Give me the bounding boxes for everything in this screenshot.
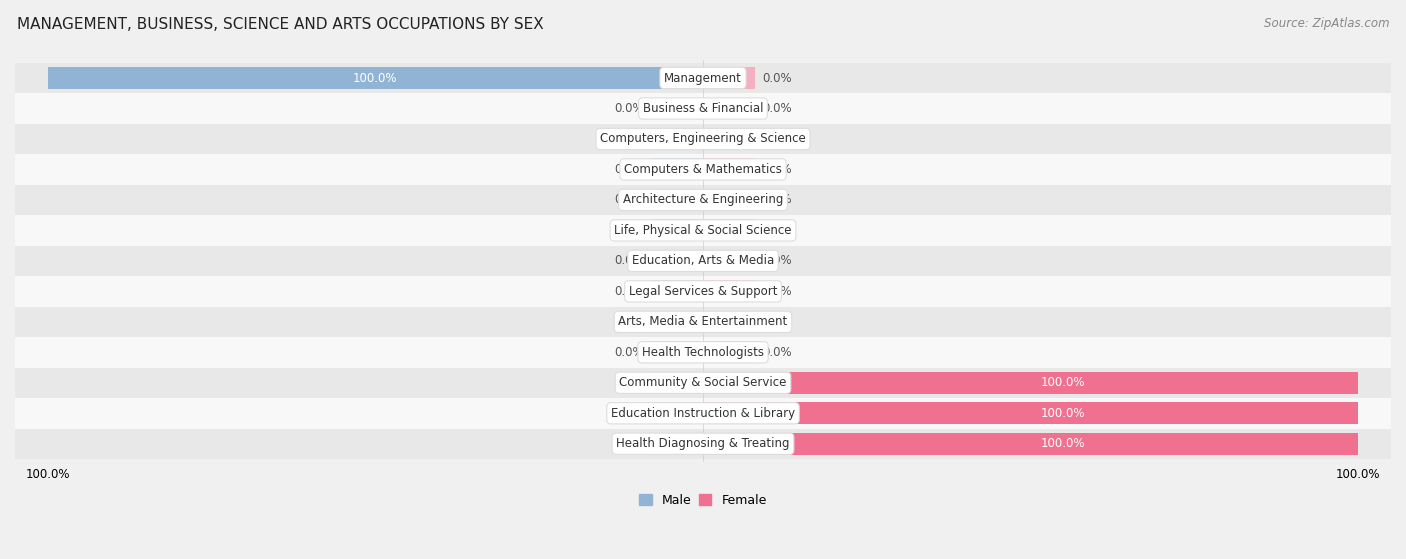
Text: Life, Physical & Social Science: Life, Physical & Social Science xyxy=(614,224,792,237)
Text: 0.0%: 0.0% xyxy=(614,437,644,450)
Text: 0.0%: 0.0% xyxy=(762,132,792,145)
Bar xyxy=(15,368,1391,398)
Text: Computers, Engineering & Science: Computers, Engineering & Science xyxy=(600,132,806,145)
Text: 0.0%: 0.0% xyxy=(614,315,644,328)
Bar xyxy=(15,276,1391,306)
Bar xyxy=(651,281,703,302)
Bar xyxy=(15,245,1391,276)
Bar xyxy=(15,429,1391,459)
Text: 0.0%: 0.0% xyxy=(614,193,644,206)
Bar xyxy=(703,281,755,302)
Bar xyxy=(703,250,755,272)
Bar xyxy=(651,311,703,333)
Text: Business & Financial: Business & Financial xyxy=(643,102,763,115)
Bar xyxy=(703,220,755,241)
Text: 0.0%: 0.0% xyxy=(762,193,792,206)
Text: 0.0%: 0.0% xyxy=(762,72,792,84)
Text: Management: Management xyxy=(664,72,742,84)
Text: Health Diagnosing & Treating: Health Diagnosing & Treating xyxy=(616,437,790,450)
Text: 0.0%: 0.0% xyxy=(614,254,644,267)
Bar xyxy=(15,337,1391,368)
Text: Arts, Media & Entertainment: Arts, Media & Entertainment xyxy=(619,315,787,328)
Text: 0.0%: 0.0% xyxy=(614,346,644,359)
Text: MANAGEMENT, BUSINESS, SCIENCE AND ARTS OCCUPATIONS BY SEX: MANAGEMENT, BUSINESS, SCIENCE AND ARTS O… xyxy=(17,17,544,32)
Text: 100.0%: 100.0% xyxy=(353,72,398,84)
Text: 100.0%: 100.0% xyxy=(1040,407,1085,420)
Bar xyxy=(651,372,703,394)
Bar xyxy=(15,184,1391,215)
Text: 0.0%: 0.0% xyxy=(614,224,644,237)
Text: 0.0%: 0.0% xyxy=(762,285,792,298)
Bar xyxy=(703,402,1358,424)
Bar xyxy=(703,128,755,150)
Text: Education Instruction & Library: Education Instruction & Library xyxy=(612,407,794,420)
Bar xyxy=(48,67,703,89)
Bar xyxy=(651,97,703,120)
Text: 0.0%: 0.0% xyxy=(614,132,644,145)
Legend: Male, Female: Male, Female xyxy=(634,489,772,512)
Text: 0.0%: 0.0% xyxy=(762,224,792,237)
Text: 0.0%: 0.0% xyxy=(614,376,644,389)
Bar xyxy=(703,311,755,333)
Bar xyxy=(15,63,1391,93)
Text: Computers & Mathematics: Computers & Mathematics xyxy=(624,163,782,176)
Text: 0.0%: 0.0% xyxy=(614,285,644,298)
Bar xyxy=(703,372,1358,394)
Text: 100.0%: 100.0% xyxy=(1040,376,1085,389)
Bar xyxy=(651,402,703,424)
Text: 0.0%: 0.0% xyxy=(614,407,644,420)
Bar xyxy=(15,93,1391,124)
Text: 0.0%: 0.0% xyxy=(762,315,792,328)
Text: Architecture & Engineering: Architecture & Engineering xyxy=(623,193,783,206)
Text: Health Technologists: Health Technologists xyxy=(643,346,763,359)
Text: 100.0%: 100.0% xyxy=(1040,437,1085,450)
Bar xyxy=(651,250,703,272)
Bar xyxy=(15,398,1391,429)
Bar xyxy=(15,154,1391,184)
Bar xyxy=(703,67,755,89)
Text: 0.0%: 0.0% xyxy=(762,102,792,115)
Text: 0.0%: 0.0% xyxy=(762,346,792,359)
Bar xyxy=(651,189,703,211)
Text: Source: ZipAtlas.com: Source: ZipAtlas.com xyxy=(1264,17,1389,30)
Bar xyxy=(703,158,755,181)
Bar xyxy=(703,189,755,211)
Bar xyxy=(15,215,1391,245)
Bar xyxy=(651,128,703,150)
Bar xyxy=(703,342,755,363)
Bar xyxy=(651,220,703,241)
Bar xyxy=(651,433,703,454)
Text: 0.0%: 0.0% xyxy=(762,163,792,176)
Text: 0.0%: 0.0% xyxy=(762,254,792,267)
Bar xyxy=(15,124,1391,154)
Bar xyxy=(703,97,755,120)
Bar xyxy=(651,342,703,363)
Bar xyxy=(651,158,703,181)
Text: Education, Arts & Media: Education, Arts & Media xyxy=(631,254,775,267)
Text: Community & Social Service: Community & Social Service xyxy=(619,376,787,389)
Bar xyxy=(703,433,1358,454)
Text: Legal Services & Support: Legal Services & Support xyxy=(628,285,778,298)
Bar xyxy=(15,306,1391,337)
Text: 0.0%: 0.0% xyxy=(614,102,644,115)
Text: 0.0%: 0.0% xyxy=(614,163,644,176)
